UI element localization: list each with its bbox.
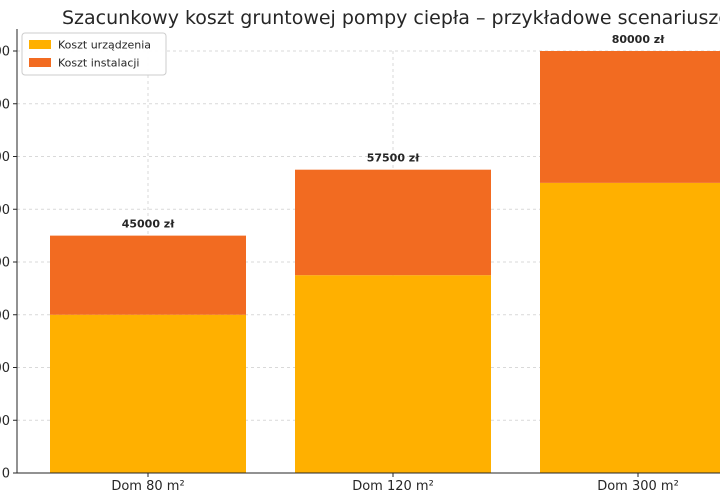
x-tick-label: Dom 120 m² — [352, 479, 434, 494]
y-tick-label: 40000 — [0, 256, 10, 271]
chart-title: Szacunkowy koszt gruntowej pompy ciepła … — [62, 7, 720, 29]
y-tick-label: 10000 — [0, 414, 10, 429]
legend-box — [21, 32, 167, 76]
legend-swatch — [29, 40, 51, 49]
legend-label: Koszt urządzenia — [58, 39, 151, 52]
bar-segment — [50, 314, 246, 473]
bar-total-label: 80000 zł — [612, 33, 666, 46]
bar-layer — [50, 51, 720, 473]
y-tick-label: 50000 — [0, 203, 10, 218]
bar-segment — [540, 182, 720, 473]
x-tick-label: Dom 300 m² — [597, 479, 679, 494]
legend-label: Koszt instalacji — [58, 57, 139, 70]
bar-total-label: 45000 zł — [122, 218, 176, 231]
legend-swatch — [29, 58, 51, 67]
y-tick-label: 20000 — [0, 361, 10, 376]
y-tick-label: 80000 — [0, 45, 10, 60]
bar-segment — [50, 235, 246, 315]
bar-segment — [295, 169, 491, 276]
y-tick-label: 60000 — [0, 150, 10, 165]
y-tick-label: 30000 — [0, 308, 10, 323]
label-layer: 0 10000 20000 30000 40000 50000 60000 70000 8000… — [0, 33, 679, 494]
bar-segment — [540, 51, 720, 183]
axis-layer — [13, 29, 720, 477]
bar-segment — [295, 275, 491, 473]
y-tick-label: 0 — [2, 467, 10, 482]
legend: Koszt urządzenia Koszt instalacji — [21, 32, 167, 76]
y-tick-label: 70000 — [0, 97, 10, 112]
x-tick-label: Dom 80 m² — [111, 479, 184, 494]
bar-total-label: 57500 zł — [367, 152, 421, 165]
